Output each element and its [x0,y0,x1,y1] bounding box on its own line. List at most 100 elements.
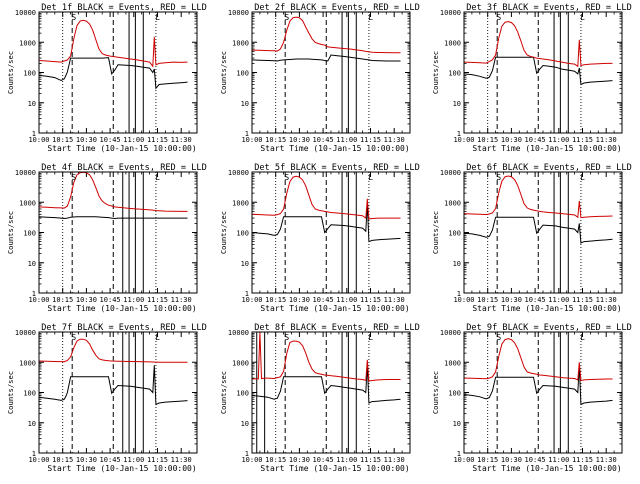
y-tick-label: 100 [23,70,36,78]
x-axis-label: Start Time (10-Jan-15 10:00:00) [47,464,196,473]
y-tick-label: 1000 [19,39,36,47]
events-rate-line [464,365,613,406]
x-tick-label: 11:00 [123,136,144,144]
panel-frame [251,331,411,454]
y-tick-label: 1000 [232,199,249,207]
events-rate-line [464,56,613,86]
y-tick-label: 10 [28,100,36,108]
lld-rate-line [252,332,401,382]
detector-panel-1: Det 1f BLACK = Events, RED = LLD Counts/s… [6,3,207,153]
y-axis-label: Counts/sec [219,371,228,414]
saa-end-marker-label: L [155,13,160,22]
saa-end-marker-label: L [580,173,585,182]
panel-frame [251,171,411,294]
x-tick-label: 10:30 [501,456,522,464]
y-tick-label: 10 [241,100,249,108]
x-tick-label: 10:45 [100,296,121,304]
x-tick-label: 10:45 [525,456,546,464]
y-tick-label: 1000 [232,39,249,47]
panel-plot-area [39,12,188,133]
panel-frame [38,171,198,294]
x-axis-label: Start Time (10-Jan-15 10:00:00) [47,144,196,153]
y-tick-label: 1 [457,450,461,458]
x-axis-label: Start Time (10-Jan-15 10:00:00) [472,144,621,153]
y-tick-label: 1 [32,130,36,138]
y-tick-label: 100 [23,230,36,238]
y-tick-label: 10000 [228,329,249,337]
saa-start-marker-label: S [71,333,76,342]
x-tick-label: 11:30 [596,296,617,304]
y-axis-label: Counts/sec [431,51,440,94]
panel-title: Det 2f BLACK = Events, RED = LLD [254,3,420,13]
x-tick-label: 10:30 [501,136,522,144]
lld-rate-line [39,172,188,212]
x-tick-label: 11:00 [548,456,569,464]
events-rate-line [252,54,401,62]
saa-end-marker-label: L [368,173,373,182]
detector-panel-6: Det 6f BLACK = Events, RED = LLD Counts/s… [431,163,632,313]
panel-plot-area [464,12,613,133]
y-axis-label: Counts/sec [219,211,228,254]
y-tick-label: 10 [28,260,36,268]
y-tick-label: 1000 [444,39,461,47]
detector-panel-7: Det 7f BLACK = Events, RED = LLD Counts/s… [6,323,207,473]
x-tick-label: 10:45 [525,296,546,304]
x-tick-label: 11:15 [360,136,381,144]
x-tick-label: 10:30 [289,456,310,464]
saa-end-marker-label: L [155,333,160,342]
y-tick-label: 1000 [444,199,461,207]
panel-title: Det 8f BLACK = Events, RED = LLD [254,323,420,333]
x-axis-label: Start Time (10-Jan-15 10:00:00) [472,464,621,473]
x-tick-label: 10:45 [313,136,334,144]
x-tick-label: 10:30 [76,456,97,464]
x-tick-label: 10:30 [501,296,522,304]
y-tick-label: 100 [236,390,249,398]
x-tick-label: 11:15 [572,456,593,464]
panel-frame [38,331,198,454]
x-tick-label: 10:00 [453,136,474,144]
x-tick-label: 10:45 [100,136,121,144]
panel-title: Det 6f BLACK = Events, RED = LLD [466,163,632,173]
y-tick-label: 1000 [232,359,249,367]
panel-frame [38,11,198,134]
x-tick-label: 10:45 [525,136,546,144]
x-tick-label: 10:15 [477,296,498,304]
y-tick-label: 10 [453,420,461,428]
y-tick-label: 100 [448,390,461,398]
panel-title: Det 3f BLACK = Events, RED = LLD [466,3,632,13]
x-tick-label: 11:00 [548,136,569,144]
x-tick-label: 10:15 [265,296,286,304]
x-tick-label: 10:30 [76,136,97,144]
detector-panel-4: Det 4f BLACK = Events, RED = LLD Counts/s… [6,163,207,313]
panel-frame [463,331,623,454]
saa-start-marker-label: S [284,13,289,22]
y-tick-label: 10 [453,100,461,108]
panel-plot-area [39,172,188,293]
panel-title: Det 1f BLACK = Events, RED = LLD [41,3,207,13]
saa-start-marker-label: S [71,173,76,182]
saa-start-marker-label: S [496,173,501,182]
x-tick-label: 10:00 [241,296,262,304]
y-axis-label: Counts/sec [219,51,228,94]
y-tick-label: 10000 [228,169,249,177]
y-tick-label: 1 [32,450,36,458]
x-tick-label: 11:30 [384,136,405,144]
y-tick-label: 100 [448,70,461,78]
panel-plot-area [252,172,401,293]
saa-start-marker-label: S [284,173,289,182]
events-rate-line [39,365,188,406]
x-tick-label: 10:45 [313,296,334,304]
lld-rate-line [39,338,188,363]
x-tick-label: 10:15 [52,456,73,464]
y-tick-label: 100 [23,390,36,398]
y-tick-label: 10 [241,260,249,268]
y-tick-label: 1000 [19,199,36,207]
panel-frame [251,11,411,134]
saa-end-marker-label: L [368,13,373,22]
lld-rate-line [464,21,613,68]
y-tick-label: 10 [453,260,461,268]
x-tick-label: 11:15 [360,456,381,464]
y-tick-label: 1 [457,290,461,298]
